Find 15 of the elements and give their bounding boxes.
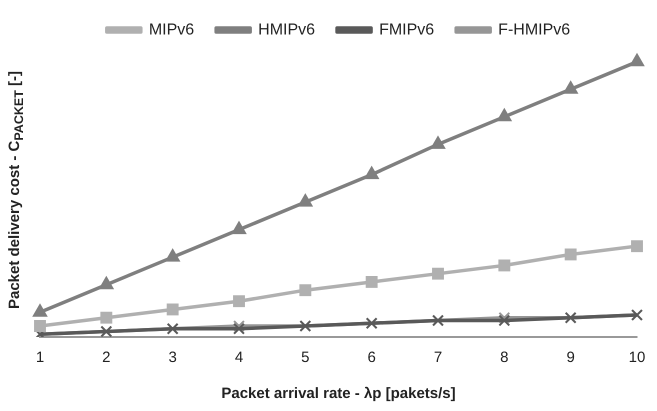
x-tick-label: 7	[434, 349, 442, 366]
x-tick-label: 3	[168, 349, 177, 366]
legend-label: HMIPv6	[258, 21, 316, 38]
x-tick-label: 2	[102, 349, 111, 366]
x-axis-title: Packet arrival rate - λp [pakets/s]	[221, 385, 456, 402]
legend-label: F-HMIPv6	[498, 21, 570, 38]
x-tick-label: 1	[36, 349, 44, 366]
legend-label: FMIPv6	[379, 21, 434, 38]
x-tick-label: 8	[500, 349, 509, 366]
x-tick-label: 9	[566, 349, 575, 366]
legend-label: MIPv6	[148, 21, 194, 38]
x-tick-label: 4	[234, 349, 244, 366]
x-tick-label: 10	[628, 349, 646, 366]
x-tick-label: 5	[301, 349, 310, 366]
x-tick-label: 6	[367, 349, 376, 366]
